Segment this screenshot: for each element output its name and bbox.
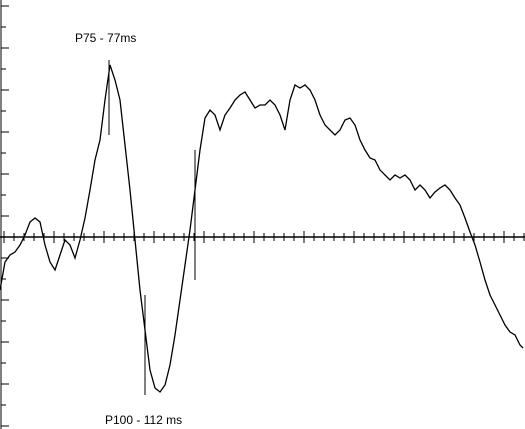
waveform <box>0 64 524 393</box>
annotation: P100 - 112 ms <box>105 413 182 427</box>
annotation: P75 - 77ms <box>75 31 136 45</box>
